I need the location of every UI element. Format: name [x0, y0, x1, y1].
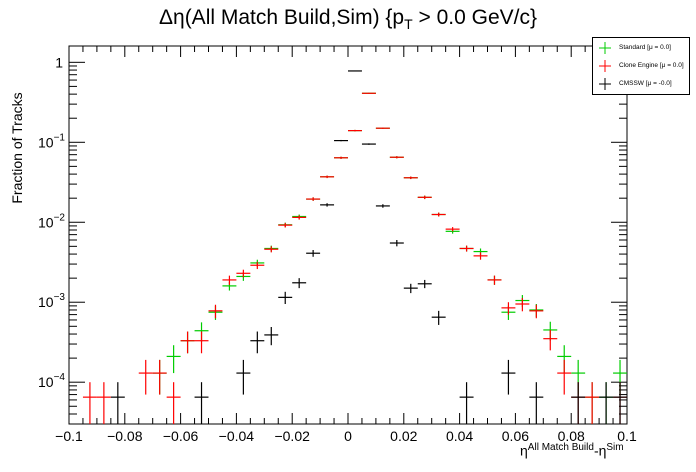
- x-tick-label: 0.06: [502, 428, 529, 444]
- x-tick-label: −0.06: [163, 428, 199, 444]
- x-tick-label: 0.1: [617, 428, 637, 444]
- x-tick-label: 0.08: [558, 428, 585, 444]
- chart-title-rest: > 0.0 GeV/c}: [418, 6, 538, 29]
- legend-label-clone: Clone Engine [μ = 0.0]: [619, 62, 684, 69]
- legend-item-clone: Clone Engine [μ = 0.0]: [595, 59, 689, 73]
- x-axis-label-base: η: [520, 442, 528, 459]
- x-axis-label: ηAll Match Build-ηSim: [520, 442, 624, 459]
- x-tick-label: 0.02: [390, 428, 417, 444]
- legend: Standard [μ = 0.0] Clone Engine [μ = 0.0…: [592, 37, 690, 95]
- chart-title-main: Δη(All Match Build,Sim) {p: [158, 6, 405, 29]
- x-tick-label: −0.1: [55, 428, 83, 444]
- legend-item-cmssw: CMSSW [μ = -0.0]: [595, 77, 689, 91]
- legend-label-cmssw: CMSSW [μ = -0.0]: [619, 80, 672, 87]
- x-tick-label: 0.04: [446, 428, 473, 444]
- y-tick-label: 10−3: [38, 292, 65, 310]
- y-tick-label: 1: [55, 54, 63, 70]
- x-tick-label: 0: [344, 428, 352, 444]
- chart-title-subscript: T: [404, 16, 413, 33]
- legend-label-standard: Standard [μ = 0.0]: [619, 44, 671, 51]
- x-axis-label-sup2: Sim: [606, 442, 624, 453]
- x-axis-label-mid: -η: [593, 442, 607, 459]
- x-tick-label: −0.02: [274, 428, 310, 444]
- y-tick-label: 10−1: [38, 132, 65, 150]
- y-tick-label: 10−4: [38, 372, 65, 390]
- y-tick-label: 10−2: [38, 212, 65, 230]
- legend-item-standard: Standard [μ = 0.0]: [595, 41, 689, 55]
- x-axis-label-sup1: All Match Build: [527, 442, 594, 453]
- legend-swatch-standard: [599, 42, 611, 54]
- x-tick-label: −0.08: [107, 428, 143, 444]
- legend-swatch-cmssw: [599, 78, 611, 90]
- plot-frame: [68, 45, 628, 425]
- legend-swatch-clone: [599, 60, 611, 72]
- x-tick-label: −0.04: [219, 428, 255, 444]
- chart-title: Δη(All Match Build,Sim) {pT > 0.0 GeV/c}: [0, 6, 696, 32]
